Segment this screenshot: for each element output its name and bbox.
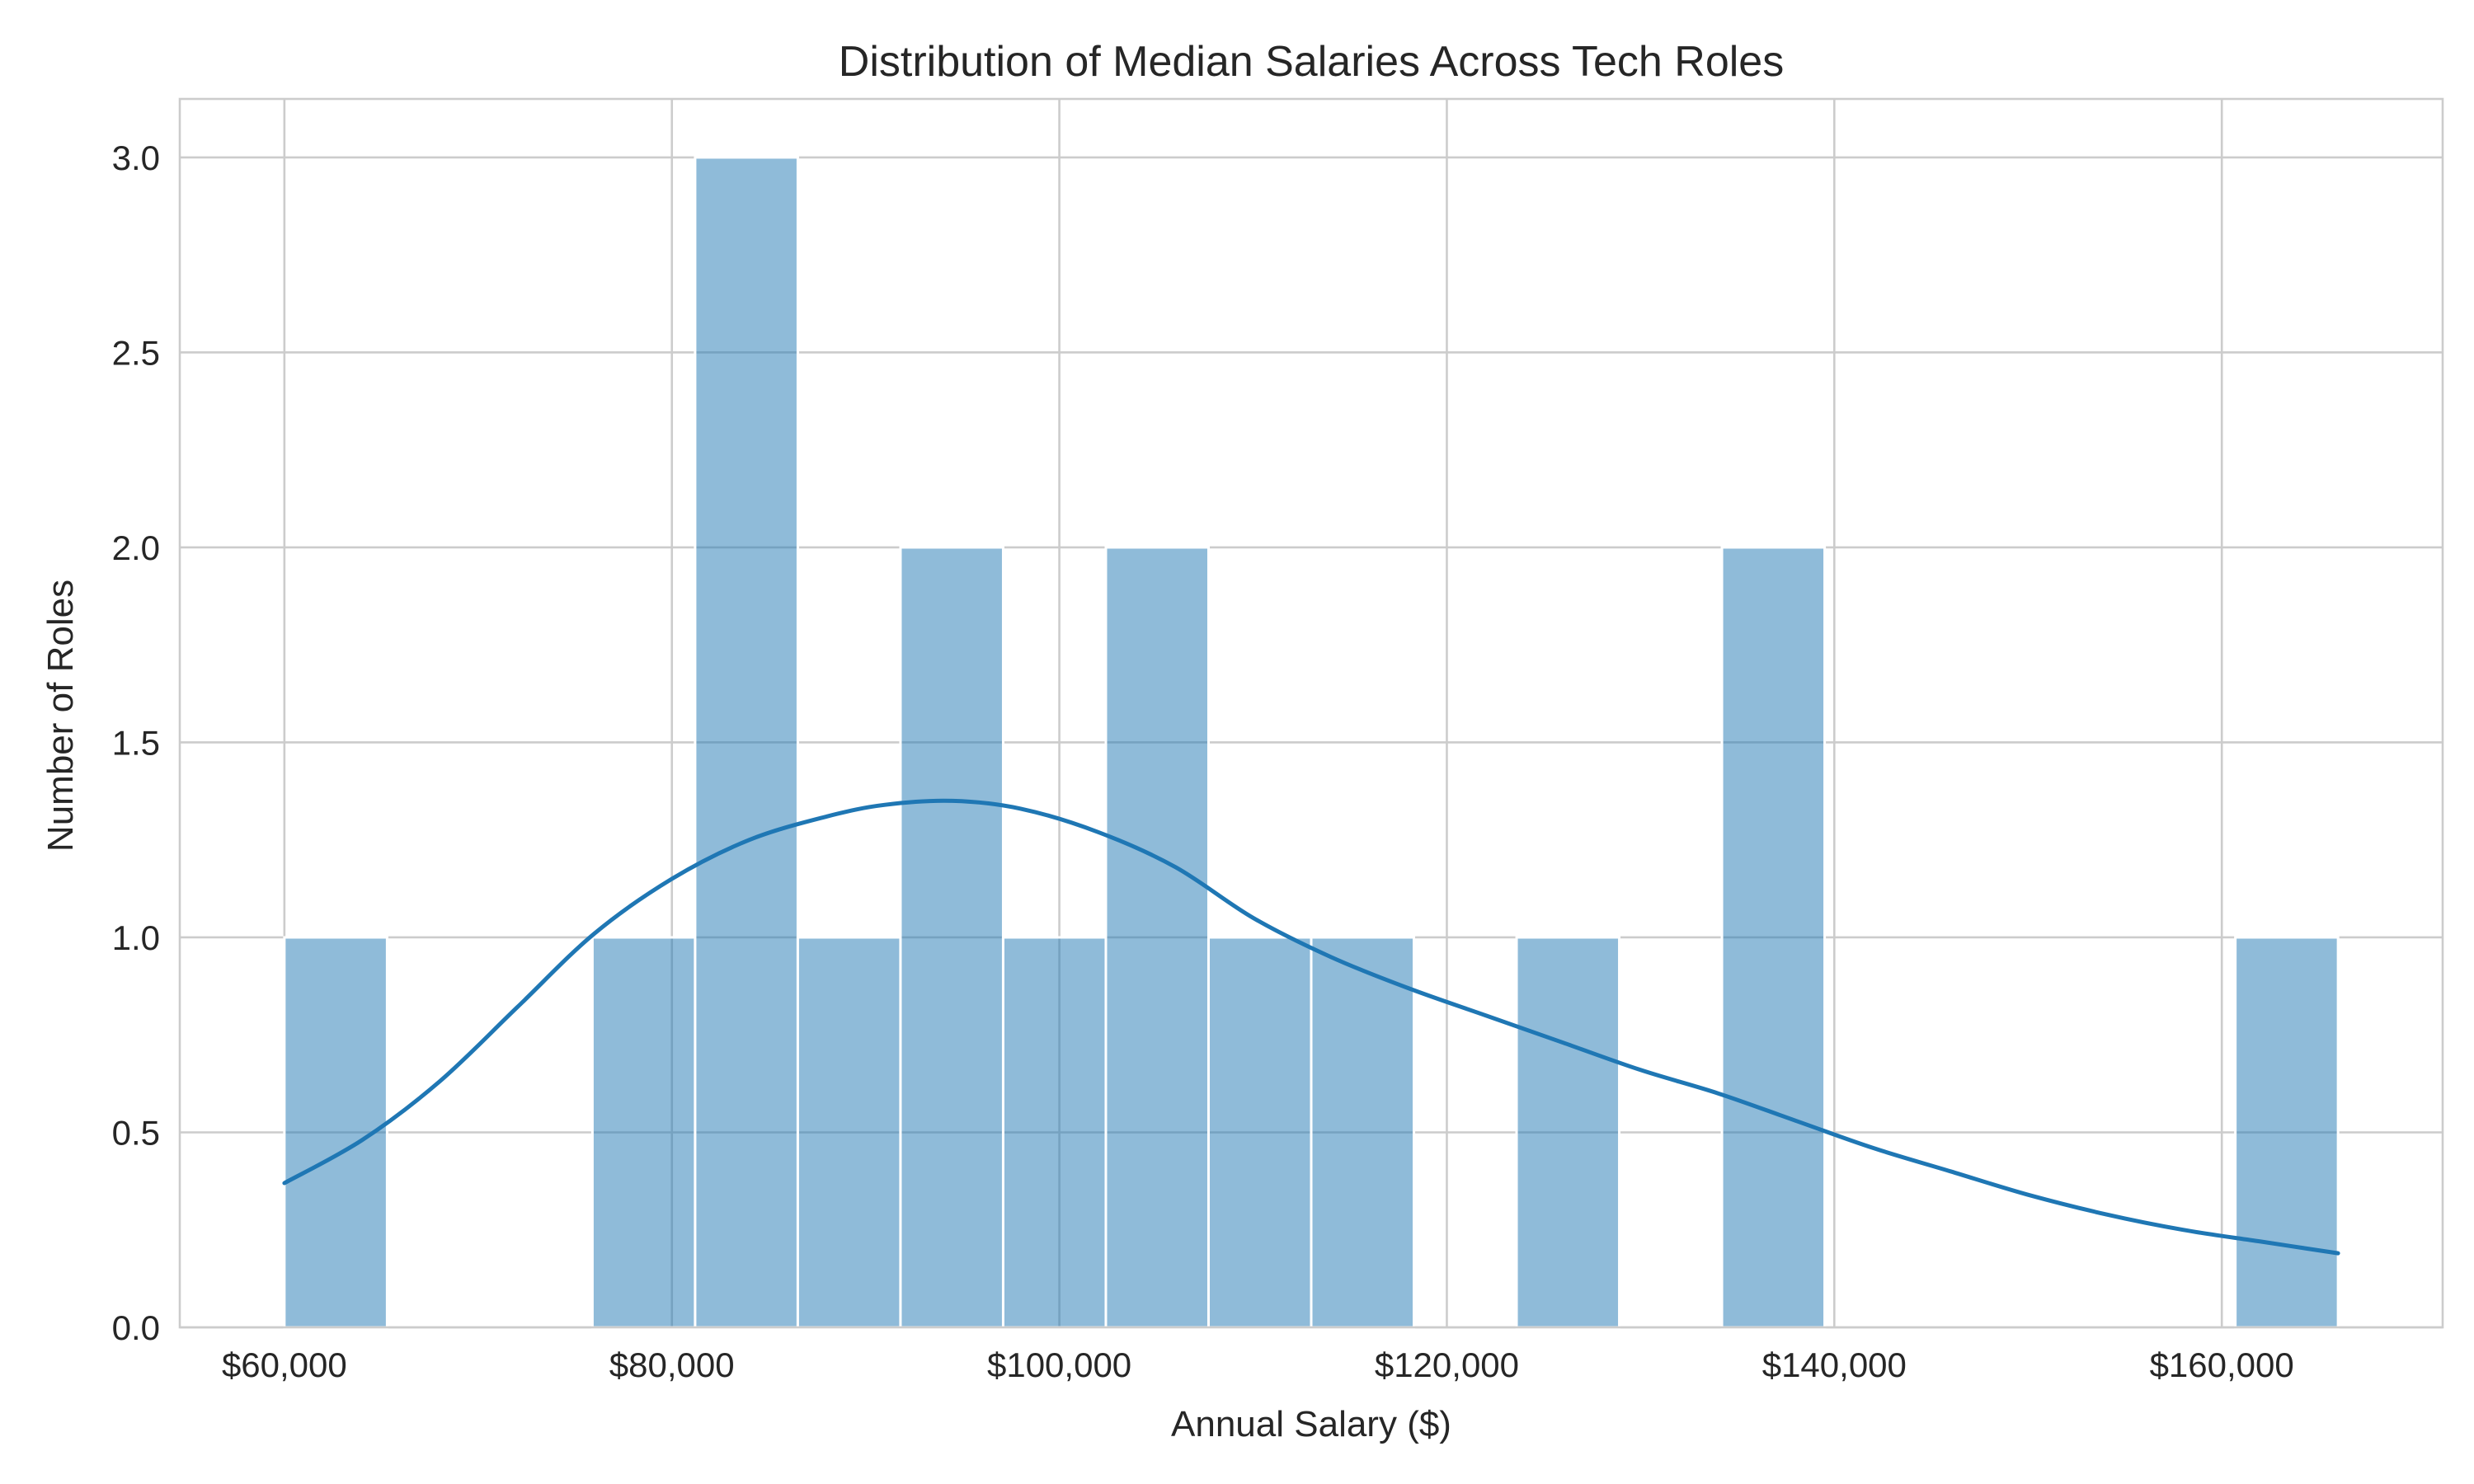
x-tick-label: $80,000 (609, 1345, 735, 1384)
y-tick-label: 3.0 (112, 139, 160, 177)
kde-line (282, 798, 2340, 1256)
y-tick-label: 2.5 (112, 333, 160, 372)
y-tick-labels: 0.0 0.5 1.0 1.5 2.0 2.5 3.0 (112, 139, 160, 1347)
histogram-bar (2234, 936, 2340, 1329)
histogram-bar (590, 936, 697, 1329)
histogram-bar (1310, 936, 1416, 1329)
x-tick-label: $140,000 (1762, 1345, 1907, 1384)
y-tick-label: 0.5 (112, 1113, 160, 1152)
y-tick-label: 1.5 (112, 723, 160, 762)
y-tick-label: 0.0 (112, 1308, 160, 1347)
histogram-bars (283, 156, 2340, 1329)
x-tick-label: $160,000 (2150, 1345, 2294, 1384)
x-tick-labels: $60,000 $80,000 $100,000 $120,000 $140,000 $1… (222, 1345, 2294, 1384)
histogram-bar (1104, 546, 1210, 1329)
plot-frame (178, 97, 2444, 1329)
chart-title: Distribution of Median Salaries Across T… (839, 38, 1784, 86)
histogram-bar (1515, 936, 1621, 1329)
y-axis-label: Number of Roles (40, 580, 81, 852)
histogram-bar (1206, 936, 1313, 1329)
x-tick-label: $100,000 (987, 1345, 1131, 1384)
histogram-bar (796, 936, 902, 1329)
x-tick-label: $120,000 (1375, 1345, 1519, 1384)
y-tick-label: 1.0 (112, 918, 160, 957)
y-tick-label: 2.0 (112, 528, 160, 567)
histogram-bar (1001, 936, 1108, 1329)
x-tick-label: $60,000 (222, 1345, 347, 1384)
histogram-bar (694, 156, 799, 1329)
histogram-bar (1720, 546, 1827, 1329)
histogram-bar (899, 546, 1004, 1329)
x-axis-label: Annual Salary ($) (1171, 1404, 1451, 1444)
